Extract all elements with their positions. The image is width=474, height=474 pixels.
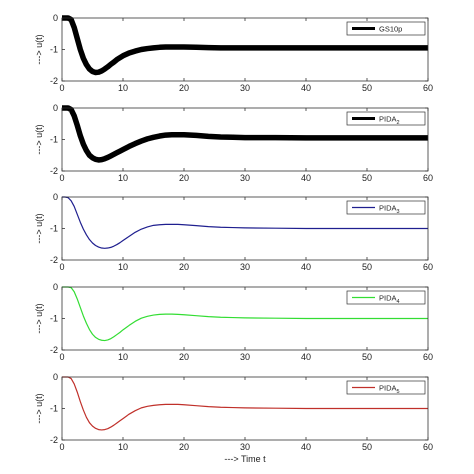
y-tick-label: -1 xyxy=(50,314,58,324)
legend-label: PIDA2 xyxy=(379,115,400,127)
y-axis-label: ---> u(t) xyxy=(34,124,44,154)
legend-box xyxy=(346,200,426,215)
x-tick-label: 60 xyxy=(423,83,433,93)
y-axis-label: ---> u(t) xyxy=(34,303,44,333)
x-tick-label: 30 xyxy=(240,442,250,452)
subplot-1: 0 10 20 30 40 50 60 0 -1 -2 GS10p ---> u(t) xyxy=(34,13,433,93)
x-tick-label: 60 xyxy=(423,352,433,362)
series-line xyxy=(62,15,428,76)
subplot-4: 0 10 20 30 40 50 60 0 -1 -2 PIDA4 ---> u(t) xyxy=(34,282,433,362)
y-tick-label: -1 xyxy=(50,135,58,145)
y-axis-label: ---> u(t) xyxy=(34,34,44,64)
x-tick-label: 10 xyxy=(118,173,128,183)
legend-label: PIDA4 xyxy=(379,294,400,306)
x-tick-label: 20 xyxy=(179,262,189,272)
axes-frame xyxy=(61,107,429,172)
x-tick-label: 0 xyxy=(59,83,64,93)
y-tick-label: 0 xyxy=(53,13,58,23)
x-tick-label: 10 xyxy=(118,352,128,362)
x-tick-label: 40 xyxy=(301,83,311,93)
legend-label-subscript: 3 xyxy=(397,209,400,215)
y-tick-label: 0 xyxy=(53,192,58,202)
x-tick-label: 30 xyxy=(240,173,250,183)
x-tick-label: 60 xyxy=(423,262,433,272)
y-tick-label: -1 xyxy=(50,404,58,414)
y-tick-label: -2 xyxy=(50,435,58,445)
axes-frame xyxy=(61,376,429,441)
axes-frame xyxy=(61,17,429,82)
axes-frame xyxy=(61,286,429,351)
x-tick-label: 0 xyxy=(59,173,64,183)
subplot-3: 0 10 20 30 40 50 60 0 -1 -2 PIDA3 ---> u(t) xyxy=(34,192,433,272)
x-tick-label: 50 xyxy=(362,262,372,272)
x-tick-label: 30 xyxy=(240,83,250,93)
x-tick-label: 20 xyxy=(179,173,189,183)
x-tick-label: 0 xyxy=(59,262,64,272)
series-line xyxy=(62,376,428,431)
x-tick-label: 30 xyxy=(240,352,250,362)
legend-label: PIDA5 xyxy=(379,384,400,396)
y-tick-label: 0 xyxy=(53,372,58,382)
x-tick-label: 60 xyxy=(423,442,433,452)
x-tick-label: 40 xyxy=(301,173,311,183)
y-tick-label: 0 xyxy=(53,103,58,113)
axes-frame xyxy=(61,196,429,261)
y-tick-label: 0 xyxy=(53,282,58,292)
legend-box xyxy=(346,290,426,305)
x-tick-label: 10 xyxy=(118,442,128,452)
y-tick-label: -2 xyxy=(50,166,58,176)
legend-label: PIDA3 xyxy=(379,204,400,216)
legend-box xyxy=(346,21,426,36)
x-tick-label: 50 xyxy=(362,83,372,93)
x-tick-label: 20 xyxy=(179,83,189,93)
subplot-2: 0 10 20 30 40 50 60 0 -1 -2 PIDA2 ---> u(t) xyxy=(34,103,433,183)
legend-box xyxy=(346,111,426,126)
series-line xyxy=(62,196,428,249)
x-tick-label: 50 xyxy=(362,173,372,183)
legend-label-subscript: 2 xyxy=(397,120,400,126)
x-tick-label: 40 xyxy=(301,262,311,272)
y-tick-label: -2 xyxy=(50,76,58,86)
y-axis-label: ---> u(t) xyxy=(34,213,44,243)
legend-box xyxy=(346,380,426,395)
x-tick-label: 50 xyxy=(362,442,372,452)
x-tick-label: 40 xyxy=(301,352,311,362)
x-tick-label: 60 xyxy=(423,173,433,183)
y-tick-label: -1 xyxy=(50,45,58,55)
x-tick-label: 20 xyxy=(179,442,189,452)
x-tick-label: 0 xyxy=(59,442,64,452)
y-tick-label: -1 xyxy=(50,224,58,234)
x-tick-label: 10 xyxy=(118,262,128,272)
x-tick-label: 50 xyxy=(362,352,372,362)
x-axis-label: ---> Time t xyxy=(224,454,266,464)
y-tick-label: -2 xyxy=(50,255,58,265)
legend-label: GS10p xyxy=(379,25,402,34)
x-tick-label: 0 xyxy=(59,352,64,362)
x-tick-label: 30 xyxy=(240,262,250,272)
x-tick-label: 20 xyxy=(179,352,189,362)
x-tick-label: 10 xyxy=(118,83,128,93)
y-axis-label: ---> u(t) xyxy=(34,393,44,423)
x-tick-label: 40 xyxy=(301,442,311,452)
legend-label-subscript: 5 xyxy=(397,389,400,395)
series-line xyxy=(62,105,428,163)
legend-label-subscript: 4 xyxy=(397,299,400,305)
y-tick-label: -2 xyxy=(50,345,58,355)
series-line xyxy=(62,286,428,342)
subplot-5: 0 10 20 30 40 50 60 0 -1 -2 PIDA5 ---> u(t) ---> Tim… xyxy=(34,372,433,464)
